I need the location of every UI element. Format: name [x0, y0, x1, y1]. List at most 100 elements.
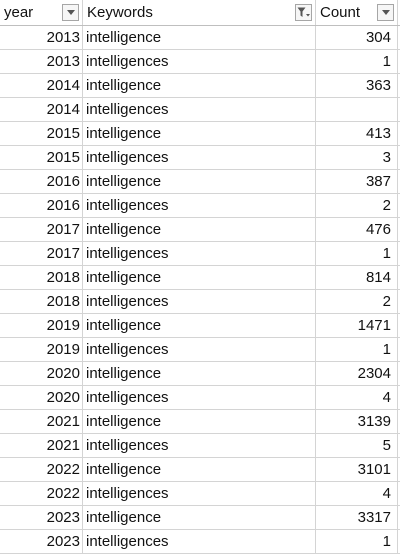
- keyword-cell[interactable]: intelligences: [83, 194, 316, 217]
- keyword-cell[interactable]: intelligence: [83, 266, 316, 289]
- count-cell[interactable]: 387: [316, 170, 398, 193]
- count-cell[interactable]: 2: [316, 290, 398, 313]
- count-cell[interactable]: 5: [316, 434, 398, 457]
- table-row: 2015 intelligence 413: [0, 122, 400, 146]
- keyword-cell[interactable]: intelligence: [83, 458, 316, 481]
- table-row: 2013 intelligence 304: [0, 26, 400, 50]
- count-cell[interactable]: 1: [316, 242, 398, 265]
- header-year-cell[interactable]: year: [0, 0, 83, 25]
- year-cell[interactable]: 2014: [0, 98, 83, 121]
- table-row: 2023 intelligences 1: [0, 530, 400, 554]
- year-cell[interactable]: 2020: [0, 386, 83, 409]
- keyword-cell[interactable]: intelligence: [83, 26, 316, 49]
- keyword-cell[interactable]: intelligences: [83, 530, 316, 553]
- year-cell[interactable]: 2015: [0, 146, 83, 169]
- year-cell[interactable]: 2019: [0, 338, 83, 361]
- table-row: 2019 intelligence 1471: [0, 314, 400, 338]
- table-header-row: year Keywords Count: [0, 0, 400, 26]
- keywords-filter-dropdown-button[interactable]: [295, 4, 312, 21]
- count-cell[interactable]: 363: [316, 74, 398, 97]
- header-count-label: Count: [320, 4, 361, 21]
- count-cell[interactable]: 3139: [316, 410, 398, 433]
- year-cell[interactable]: 2020: [0, 362, 83, 385]
- year-cell[interactable]: 2016: [0, 194, 83, 217]
- header-count-cell[interactable]: Count: [316, 0, 398, 25]
- table-row: 2015 intelligences 3: [0, 146, 400, 170]
- year-cell[interactable]: 2013: [0, 26, 83, 49]
- dropdown-arrow-icon: [66, 10, 75, 15]
- table-row: 2016 intelligences 2: [0, 194, 400, 218]
- table-row: 2020 intelligence 2304: [0, 362, 400, 386]
- table-row: 2023 intelligence 3317: [0, 506, 400, 530]
- table-row: 2022 intelligences 4: [0, 482, 400, 506]
- keyword-cell[interactable]: intelligences: [83, 338, 316, 361]
- table-row: 2018 intelligence 814: [0, 266, 400, 290]
- count-cell[interactable]: 1: [316, 338, 398, 361]
- count-cell[interactable]: 2304: [316, 362, 398, 385]
- table-row: 2020 intelligences 4: [0, 386, 400, 410]
- count-cell[interactable]: 2: [316, 194, 398, 217]
- table-row: 2017 intelligence 476: [0, 218, 400, 242]
- table-row: 2013 intelligences 1: [0, 50, 400, 74]
- year-cell[interactable]: 2018: [0, 266, 83, 289]
- year-cell[interactable]: 2017: [0, 242, 83, 265]
- count-cell[interactable]: 1: [316, 50, 398, 73]
- keyword-cell[interactable]: intelligence: [83, 362, 316, 385]
- year-cell[interactable]: 2023: [0, 530, 83, 553]
- header-year-label: year: [4, 4, 34, 21]
- keyword-cell[interactable]: intelligence: [83, 410, 316, 433]
- year-cell[interactable]: 2022: [0, 458, 83, 481]
- count-cell[interactable]: 4: [316, 482, 398, 505]
- year-cell[interactable]: 2021: [0, 434, 83, 457]
- table-row: 2017 intelligences 1: [0, 242, 400, 266]
- keyword-cell[interactable]: intelligence: [83, 170, 316, 193]
- keyword-cell[interactable]: intelligences: [83, 386, 316, 409]
- table-row: 2021 intelligence 3139: [0, 410, 400, 434]
- count-cell[interactable]: 814: [316, 266, 398, 289]
- year-cell[interactable]: 2016: [0, 170, 83, 193]
- count-cell[interactable]: 3101: [316, 458, 398, 481]
- count-cell[interactable]: 304: [316, 26, 398, 49]
- year-cell[interactable]: 2021: [0, 410, 83, 433]
- keyword-cell[interactable]: intelligence: [83, 506, 316, 529]
- table-row: 2014 intelligence 363: [0, 74, 400, 98]
- keyword-cell[interactable]: intelligence: [83, 218, 316, 241]
- keyword-cell[interactable]: intelligences: [83, 242, 316, 265]
- year-cell[interactable]: 2015: [0, 122, 83, 145]
- keyword-cell[interactable]: intelligences: [83, 146, 316, 169]
- year-cell[interactable]: 2019: [0, 314, 83, 337]
- count-cell[interactable]: 476: [316, 218, 398, 241]
- count-filter-dropdown-button[interactable]: [377, 4, 394, 21]
- table-row: 2016 intelligence 387: [0, 170, 400, 194]
- table-body: 2013 intelligence 304 2013 intelligences 1 201…: [0, 26, 400, 554]
- keyword-cell[interactable]: intelligence: [83, 122, 316, 145]
- count-cell[interactable]: 1471: [316, 314, 398, 337]
- dropdown-arrow-icon: [381, 10, 390, 15]
- header-keywords-label: Keywords: [87, 4, 153, 21]
- keyword-cell[interactable]: intelligences: [83, 50, 316, 73]
- keyword-cell[interactable]: intelligences: [83, 434, 316, 457]
- keyword-cell[interactable]: intelligence: [83, 74, 316, 97]
- table-row: 2018 intelligences 2: [0, 290, 400, 314]
- year-filter-dropdown-button[interactable]: [62, 4, 79, 21]
- count-cell[interactable]: 3317: [316, 506, 398, 529]
- table-row: 2019 intelligences 1: [0, 338, 400, 362]
- keyword-cell[interactable]: intelligences: [83, 98, 316, 121]
- count-cell[interactable]: 4: [316, 386, 398, 409]
- count-cell[interactable]: [316, 98, 398, 121]
- table-row: 2022 intelligence 3101: [0, 458, 400, 482]
- year-cell[interactable]: 2013: [0, 50, 83, 73]
- count-cell[interactable]: 1: [316, 530, 398, 553]
- header-keywords-cell[interactable]: Keywords: [83, 0, 316, 25]
- count-cell[interactable]: 413: [316, 122, 398, 145]
- keyword-cell[interactable]: intelligences: [83, 482, 316, 505]
- count-cell[interactable]: 3: [316, 146, 398, 169]
- year-cell[interactable]: 2014: [0, 74, 83, 97]
- year-cell[interactable]: 2022: [0, 482, 83, 505]
- year-cell[interactable]: 2018: [0, 290, 83, 313]
- keyword-cell[interactable]: intelligence: [83, 314, 316, 337]
- year-cell[interactable]: 2017: [0, 218, 83, 241]
- table-row: 2021 intelligences 5: [0, 434, 400, 458]
- keyword-cell[interactable]: intelligences: [83, 290, 316, 313]
- year-cell[interactable]: 2023: [0, 506, 83, 529]
